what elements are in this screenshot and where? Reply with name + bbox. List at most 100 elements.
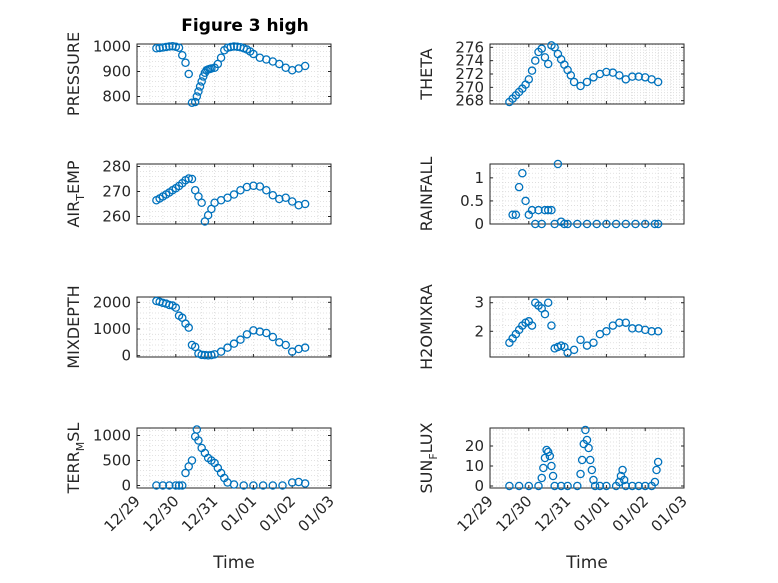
y-tick-label: 3: [474, 294, 484, 312]
data-point: [576, 469, 585, 479]
y-tick-label: 272: [455, 65, 484, 83]
data-point: [300, 199, 310, 209]
data-point: [268, 190, 278, 200]
data-point: [577, 455, 587, 465]
data-point: [531, 219, 540, 229]
data-point: [268, 481, 278, 490]
data-point: [634, 481, 643, 491]
data-point: [560, 219, 569, 229]
x-tick-label: 12/30: [139, 492, 182, 535]
data-point: [618, 465, 627, 475]
y-axis-label: H2OMIXRA: [417, 284, 436, 370]
data-point: [255, 182, 265, 191]
y-axis-label: RAINFALL: [417, 157, 436, 232]
data-point: [187, 174, 197, 184]
y-tick-label: 1000: [93, 320, 131, 338]
data-point: [569, 345, 579, 355]
data-point: [589, 338, 598, 347]
data-point: [640, 219, 650, 229]
data-point: [229, 480, 239, 489]
data-point: [634, 72, 643, 81]
data-point: [249, 481, 258, 490]
data-point: [281, 193, 290, 202]
y-tick-label: 1000: [93, 427, 131, 445]
data-point: [582, 77, 592, 87]
x-tick-label: 12/31: [531, 492, 574, 535]
data-point: [207, 350, 216, 360]
data-point: [537, 44, 546, 53]
data-point: [640, 481, 650, 491]
data-point: [281, 340, 290, 350]
data-point: [602, 327, 611, 336]
x-tick-label: 01/03: [295, 492, 338, 535]
data-point: [534, 205, 543, 215]
data-point: [192, 92, 202, 101]
data-point: [628, 72, 637, 81]
data-point: [187, 98, 197, 108]
data-point: [197, 77, 206, 86]
data-point: [287, 197, 297, 206]
data-point: [181, 468, 190, 478]
y-axis-label: SUNFLUX: [417, 422, 440, 493]
y-axis-label: TERRMSL: [64, 423, 87, 495]
data-point: [187, 456, 197, 465]
data-point: [190, 97, 200, 107]
data-point: [582, 435, 592, 445]
data-point: [563, 65, 572, 75]
figure-title: Figure 3 high: [181, 16, 309, 36]
y-tick-label: 270: [102, 183, 131, 201]
data-point: [278, 481, 287, 490]
subplot-air-temp: 260 270 280 AIRTEMP: [64, 158, 332, 228]
data-point: [615, 477, 624, 487]
data-point: [652, 465, 661, 475]
data-point: [174, 43, 184, 53]
data-point: [229, 190, 239, 199]
data-point: [223, 193, 232, 202]
y-axis-label: THETA: [417, 48, 436, 100]
axes-box: [489, 163, 685, 225]
data-point: [611, 219, 621, 229]
data-point: [178, 481, 187, 490]
y-tick-label: 500: [102, 452, 131, 470]
data-point: [584, 443, 593, 453]
data-point: [226, 42, 236, 52]
data-point: [152, 44, 161, 53]
subplot-h2omixra: 2 3 H2OMIXRA: [417, 284, 685, 370]
data-point: [585, 455, 595, 465]
y-tick-label: 280: [102, 158, 131, 176]
data-point: [615, 318, 624, 327]
x-tick-label: 01/01: [570, 492, 613, 535]
y-tick-label: 0: [121, 347, 131, 365]
data-point: [615, 71, 624, 80]
data-point: [152, 481, 161, 490]
data-point: [184, 174, 193, 183]
y-tick-label: 0: [474, 477, 484, 495]
data-point: [262, 185, 271, 195]
y-tick-label: 274: [455, 52, 484, 70]
data-point: [621, 481, 631, 491]
data-point: [505, 481, 514, 491]
axes-box: [136, 427, 332, 489]
axes-box: [489, 296, 685, 358]
data-point: [537, 473, 546, 483]
axes-box: [489, 427, 685, 489]
data-point: [553, 49, 563, 59]
y-tick-label: 20: [465, 437, 484, 455]
data-point: [550, 481, 559, 491]
data-point: [194, 436, 203, 445]
x-tick-label: 01/02: [609, 492, 652, 535]
y-tick-label: 268: [455, 92, 484, 110]
x-axis-label: Time: [565, 553, 608, 573]
data-point: [192, 425, 202, 434]
data-point: [595, 481, 605, 491]
data-point: [563, 481, 572, 491]
data-point: [531, 56, 540, 65]
data-point: [249, 181, 258, 190]
data-point: [628, 481, 637, 491]
axes-box: [136, 296, 332, 358]
data-point: [258, 481, 268, 490]
data-point: [184, 69, 193, 79]
data-point: [619, 475, 629, 485]
data-point: [540, 53, 550, 62]
